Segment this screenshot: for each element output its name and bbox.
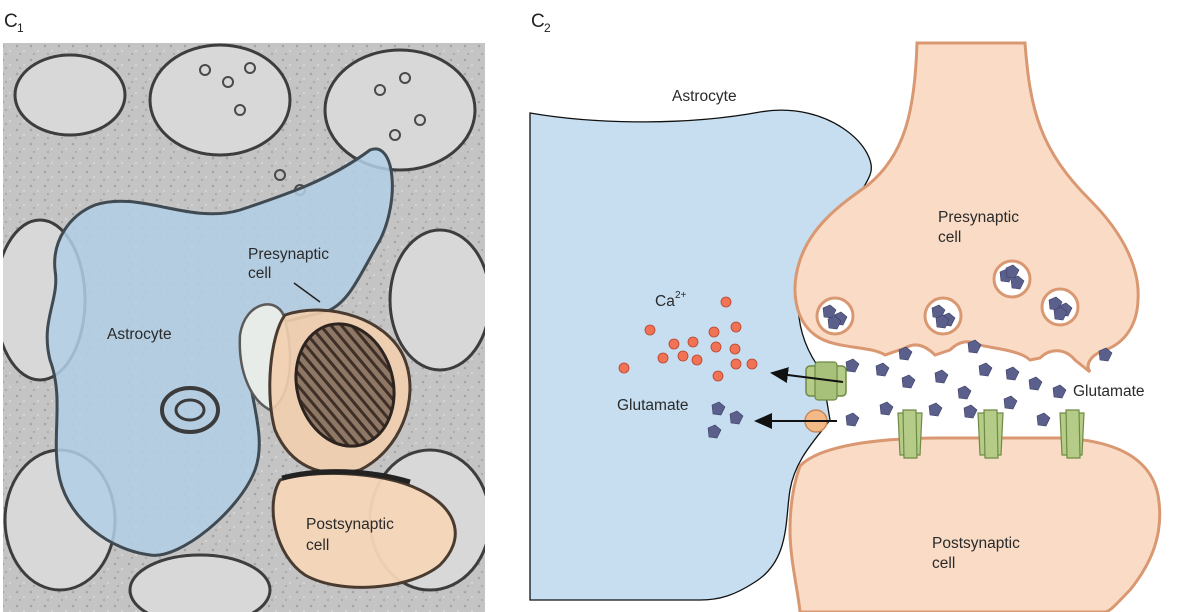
label-glutamate-cleft: Glutamate [1073,383,1145,400]
svg-text:Ca: Ca [655,293,675,310]
label-presynaptic-cell: Presynaptic cell [938,209,1019,246]
svg-text:Presynaptic: Presynaptic [938,209,1019,226]
svg-text:C: C [4,11,18,32]
micrograph-label-presynaptic: Presynaptic cell [248,246,329,282]
svg-text:2+: 2+ [675,290,687,301]
arrow-icon [770,367,844,383]
mitochondrion [294,322,396,448]
label-glutamate-astrocyte: Glutamate [617,397,689,414]
receptor-icon [1059,409,1085,459]
label-postsynaptic-cell: Postsynaptic cell [932,535,1020,572]
svg-text:2: 2 [544,21,551,35]
svg-text:cell: cell [938,229,961,246]
svg-text:Postsynaptic: Postsynaptic [306,516,394,533]
svg-text:C: C [531,11,545,32]
panel-label-c1: C 1 [4,11,24,35]
micrograph-label-astrocyte: Astrocyte [107,326,172,343]
vesicle-icon [923,296,963,336]
svg-text:cell: cell [248,265,271,282]
svg-text:Presynaptic: Presynaptic [248,246,329,263]
label-calcium: Ca 2+ [655,290,687,310]
svg-text:Postsynaptic: Postsynaptic [932,535,1020,552]
micrograph-astrocyte-region [45,147,394,557]
label-astrocyte: Astrocyte [672,88,737,105]
vesicle-icon [1040,287,1080,327]
panel-label-c2: C 2 [531,11,551,35]
receptor-icon [897,409,923,459]
svg-text:cell: cell [306,537,329,554]
calcium-ions [618,296,758,382]
postsynaptic-cell-shape [788,436,1162,612]
svg-text:1: 1 [17,21,24,35]
receptor-icon [977,409,1004,459]
electron-micrograph: Presynaptic cell Astrocyte Postsynaptic … [3,43,485,612]
micrograph-label-postsynaptic: Postsynaptic cell [306,516,394,554]
vesicle-icon [992,259,1032,299]
svg-text:cell: cell [932,555,955,572]
vesicle-icon [815,296,855,336]
